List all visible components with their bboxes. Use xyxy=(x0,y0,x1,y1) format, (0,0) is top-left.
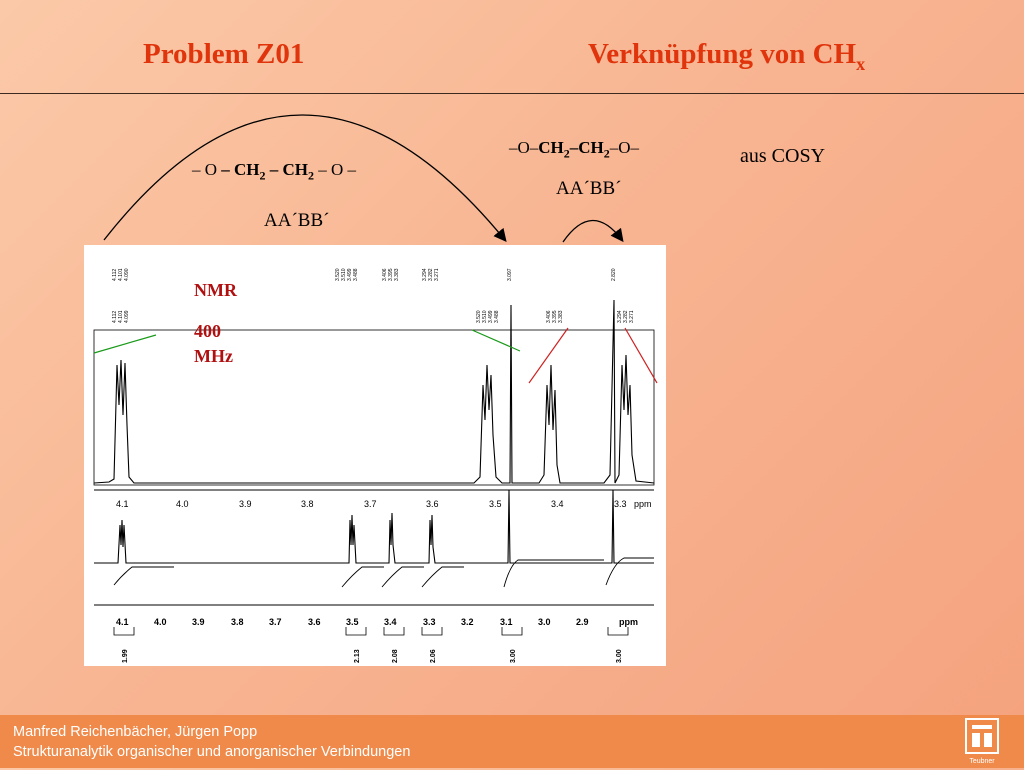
integral-value: 2.13 xyxy=(354,649,361,663)
peak-labels-top: 4.112 4.101 4.090 3.520 3.510 3.499 3.48… xyxy=(112,268,617,281)
peak-label: 3.520 xyxy=(335,268,341,281)
integral-brackets xyxy=(113,627,629,636)
footer-authors: Manfred Reichenbächer, Jürgen Popp xyxy=(13,724,258,740)
footer-bar xyxy=(0,715,1024,768)
green-guide-right xyxy=(471,329,521,352)
axis-unit: ppm xyxy=(634,499,652,509)
teubner-logo: Teubner xyxy=(962,717,1002,765)
peak-label: 3.499 xyxy=(347,268,353,281)
top-spectrum-trace xyxy=(93,299,655,484)
peak-labels-inset: 4.112 4.101 4.099 3.520 3.510 3.499 3.48… xyxy=(112,310,635,323)
logo-text: Teubner xyxy=(969,758,995,765)
footer-book-title: Strukturanalytik organischer und anorgan… xyxy=(13,744,411,760)
tick-label: 2.9 xyxy=(576,617,589,627)
title-left: Problem Z01 xyxy=(143,38,305,70)
peak-label: 3.395 xyxy=(552,310,558,323)
peak-label: 3.282 xyxy=(623,310,629,323)
integral-value: 2.06 xyxy=(430,649,437,663)
title-right: Verknüpfung von CHx xyxy=(588,38,866,74)
tick-label: 3.5 xyxy=(346,617,359,627)
tick-label: 3.6 xyxy=(308,617,321,627)
spin-system-right: AA´BB´ xyxy=(556,178,622,199)
inset-frame xyxy=(93,329,655,486)
tick-label: 3.3 xyxy=(614,499,627,509)
peak-label: 3.097 xyxy=(507,268,513,281)
peak-label: 4.090 xyxy=(124,268,130,281)
peak-label: 3.406 xyxy=(546,310,552,323)
tick-label: 3.4 xyxy=(384,617,397,627)
tick-label: 4.1 xyxy=(116,617,129,627)
formula-right: –O–CH2–CH2–O– xyxy=(509,138,640,161)
small-coupling-arrow xyxy=(562,219,624,243)
nmr-frequency-value: 400 xyxy=(194,321,221,341)
large-coupling-arrow xyxy=(103,114,507,243)
green-guide-left xyxy=(93,334,157,354)
integral-value: 1.99 xyxy=(122,649,129,663)
tick-label: 3.3 xyxy=(423,617,436,627)
tick-label: 3.5 xyxy=(489,499,502,509)
nmr-frequency-unit: MHz xyxy=(194,346,233,366)
cosy-label: aus COSY xyxy=(740,145,826,167)
peak-label: 4.101 xyxy=(118,268,124,281)
tick-label: 3.9 xyxy=(239,499,252,509)
axis-unit: ppm xyxy=(619,617,638,627)
peak-label: 3.271 xyxy=(434,268,440,281)
peak-label: 3.294 xyxy=(422,268,428,281)
peak-label: 3.510 xyxy=(341,268,347,281)
integral-value: 3.00 xyxy=(616,649,623,663)
peak-label: 4.099 xyxy=(124,310,130,323)
tick-label: 3.4 xyxy=(551,499,564,509)
peak-label: 4.101 xyxy=(118,310,124,323)
tick-label: 3.2 xyxy=(461,617,474,627)
nmr-spectrum: 4.1 4.0 3.9 3.8 3.7 3.6 3.5 3.4 3.3 ppm … xyxy=(84,245,666,666)
tick-label: 3.8 xyxy=(301,499,314,509)
formula-left: – O – CH2 – CH2 – O – xyxy=(192,160,357,183)
bottom-spectrum-trace xyxy=(94,489,654,564)
red-guide-right xyxy=(624,327,658,384)
nmr-label: NMR xyxy=(194,280,237,300)
peak-label: 3.271 xyxy=(629,310,635,323)
tick-label: 4.0 xyxy=(176,499,189,509)
tick-label: 3.8 xyxy=(231,617,244,627)
bottom-axis-ticks: 4.1 4.0 3.9 3.8 3.7 3.6 3.5 3.4 3.3 3.2 … xyxy=(116,617,638,627)
tick-label: 4.0 xyxy=(154,617,167,627)
peak-label: 4.112 xyxy=(112,311,118,323)
integral-value: 2.08 xyxy=(392,649,399,663)
tick-label: 3.9 xyxy=(192,617,205,627)
integral-curves xyxy=(113,557,654,588)
tick-label: 3.1 xyxy=(500,617,513,627)
peak-label: 3.499 xyxy=(488,310,494,323)
peak-label: 4.112 xyxy=(112,269,118,281)
peak-label: 3.395 xyxy=(388,268,394,281)
top-axis-ticks: 4.1 4.0 3.9 3.8 3.7 3.6 3.5 3.4 3.3 ppm xyxy=(116,499,652,509)
spectrum-svg: 4.1 4.0 3.9 3.8 3.7 3.6 3.5 3.4 3.3 ppm … xyxy=(93,268,658,663)
tick-label: 4.1 xyxy=(116,499,129,509)
peak-label: 3.282 xyxy=(428,268,434,281)
tick-label: 3.7 xyxy=(364,499,377,509)
integral-value: 3.00 xyxy=(510,649,517,663)
peak-label: 3.488 xyxy=(353,268,359,281)
tick-label: 3.6 xyxy=(426,499,439,509)
peak-label: 2.820 xyxy=(611,268,617,281)
header-divider xyxy=(0,93,1024,94)
peak-label: 3.520 xyxy=(476,310,482,323)
teubner-logo-icon: Teubner xyxy=(965,718,999,765)
red-guide-left xyxy=(528,327,569,384)
peak-label: 3.294 xyxy=(617,310,623,323)
peak-label: 3.488 xyxy=(494,310,500,323)
peak-label: 3.510 xyxy=(482,310,488,323)
integral-values: 1.99 2.13 2.08 2.06 3.00 3.00 xyxy=(122,649,623,663)
peak-label: 3.383 xyxy=(394,268,400,281)
tick-label: 3.0 xyxy=(538,617,551,627)
tick-label: 3.7 xyxy=(269,617,282,627)
spin-system-left: AA´BB´ xyxy=(264,210,330,231)
peak-label: 3.383 xyxy=(558,310,564,323)
peak-label: 3.406 xyxy=(382,268,388,281)
